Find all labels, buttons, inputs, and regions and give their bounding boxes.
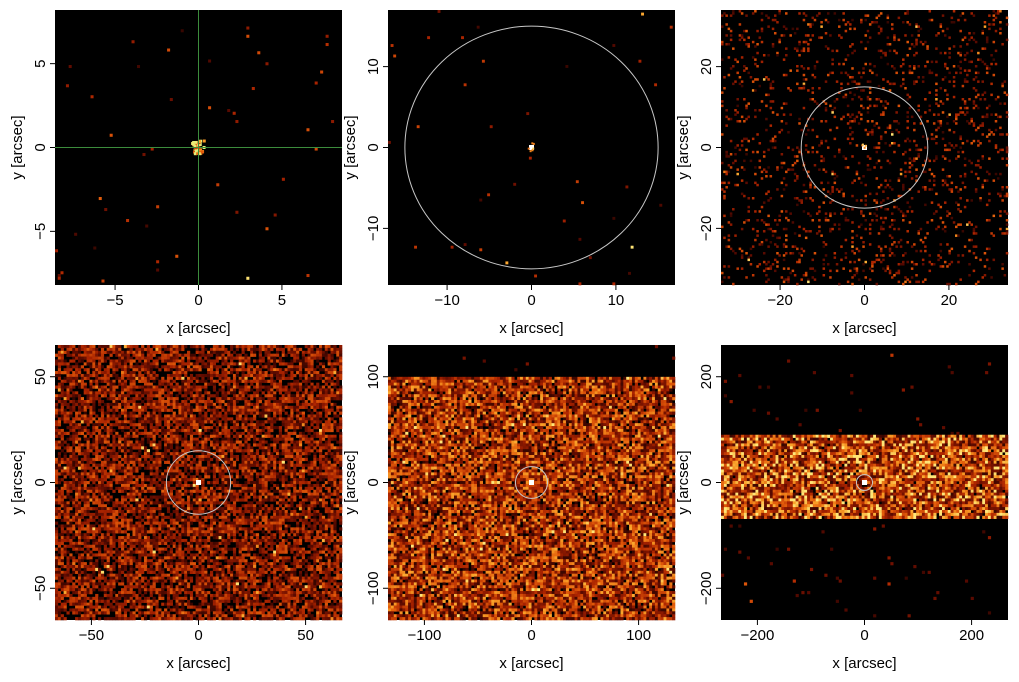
y-tick-label: −200 (698, 571, 715, 605)
extraction-circle (404, 25, 659, 270)
x-tick-label: 0 (527, 292, 535, 309)
x-tick-label: 5 (278, 292, 286, 309)
x-tick-label: −50 (79, 627, 104, 644)
counts-image (55, 26, 335, 283)
x-axis-label: x [arcsec] (499, 655, 563, 672)
panel-bottom-right: −200 0 200 −200 0 200 x [arcsec] y [arcsec] (675, 345, 1009, 672)
x-tick-label: 100 (626, 627, 651, 644)
x-tick-label: 0 (527, 627, 535, 644)
x-tick-label: −100 (408, 627, 442, 644)
source-peak (196, 480, 201, 485)
y-tick-label: −10 (365, 216, 382, 241)
x-tick-label: 200 (959, 627, 984, 644)
y-tick-label: 200 (698, 364, 715, 389)
x-tick-label: −10 (434, 292, 459, 309)
x-tick-label: 10 (608, 292, 625, 309)
x-tick-label: −20 (767, 292, 792, 309)
x-tick-label: 0 (860, 292, 868, 309)
y-tick-label: 0 (698, 143, 715, 151)
y-axis-label: y [arcsec] (342, 450, 359, 514)
counts-image (388, 345, 676, 621)
y-tick-label: 0 (698, 478, 715, 486)
y-tick-label: 0 (32, 143, 49, 151)
x-axis-label: x [arcsec] (832, 320, 896, 337)
x-tick-label: 0 (860, 627, 868, 644)
y-tick-label: −5 (32, 223, 49, 240)
extraction-circle (165, 450, 232, 515)
x-axis-label: x [arcsec] (166, 320, 230, 337)
y-axis-label: y [arcsec] (9, 115, 26, 179)
x-tick-label: 0 (194, 292, 202, 309)
x-tick-label: −5 (107, 292, 124, 309)
y-axis-label: y [arcsec] (675, 450, 692, 514)
x-tick-label: −200 (741, 627, 775, 644)
x-tick-label: 50 (297, 627, 314, 644)
extraction-circle (800, 86, 929, 209)
y-tick-label: 0 (32, 478, 49, 486)
extraction-circle (855, 474, 874, 491)
y-tick-label: 0 (365, 143, 382, 151)
y-tick-label: −100 (365, 571, 382, 605)
panel-top-right: −20 0 20 −20 0 20 x [arcsec] y [arcsec] (675, 10, 1009, 337)
y-axis-label: y [arcsec] (675, 115, 692, 179)
source-peak (862, 480, 867, 485)
panel-top-middle: −10 0 10 −10 0 10 x [arcsec] y [arcsec] (342, 10, 675, 337)
y-axis-label: y [arcsec] (9, 450, 26, 514)
x-axis-label: x [arcsec] (166, 655, 230, 672)
panel-bottom-middle: −100 0 100 −100 0 100 x [arcsec] y [arcsec] (342, 345, 676, 672)
x-axis-label: x [arcsec] (832, 655, 896, 672)
y-tick-label: 5 (32, 59, 49, 67)
x-tick-label: 0 (194, 627, 202, 644)
counts-image (721, 10, 1009, 286)
extraction-circle (514, 466, 549, 499)
counts-image (721, 353, 1009, 618)
y-tick-label: −20 (698, 216, 715, 241)
panel-top-left: −5 0 5 −5 0 5 x [arcsec] y [arcsec] (9, 10, 342, 337)
x-axis-label: x [arcsec] (499, 320, 563, 337)
y-tick-label: 20 (698, 58, 715, 75)
counts-image (388, 10, 673, 286)
y-tick-label: 50 (32, 368, 49, 385)
y-tick-label: −50 (32, 576, 49, 601)
y-tick-label: 10 (365, 58, 382, 75)
counts-image (55, 345, 343, 621)
x-tick-label: 20 (941, 292, 958, 309)
y-axis-label: y [arcsec] (342, 115, 359, 179)
panel-bottom-left: −50 0 50 −50 0 50 x [arcsec] y [arcsec] (9, 345, 343, 672)
y-tick-label: 100 (365, 364, 382, 389)
source-peak (529, 145, 534, 150)
source-peak (529, 480, 534, 485)
y-tick-label: 0 (365, 478, 382, 486)
